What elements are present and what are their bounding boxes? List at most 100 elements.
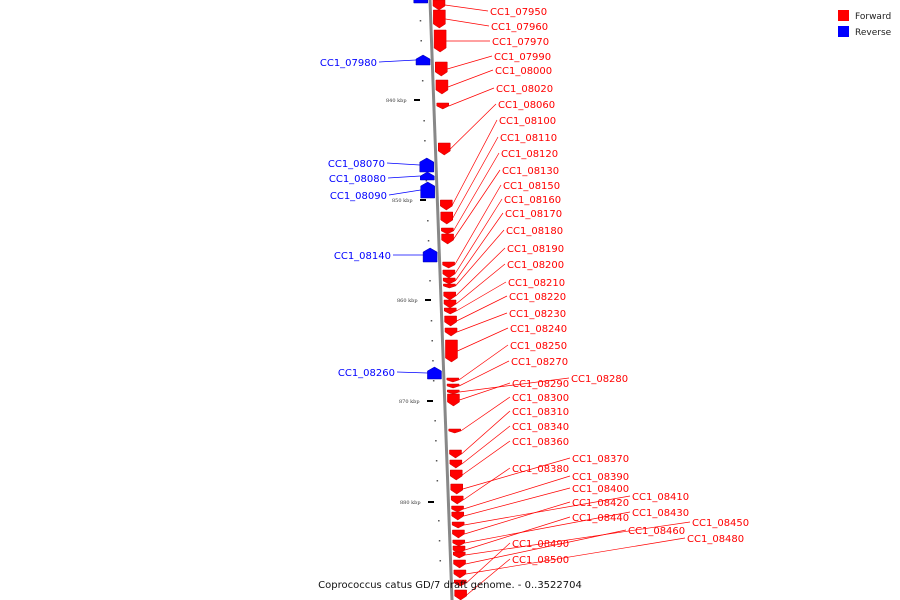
gene-label-cc1-08180[interactable]: CC1_08180: [506, 226, 563, 237]
gene-label-cc1-08270[interactable]: CC1_08270: [511, 357, 568, 368]
gene-feature-cc1-08200[interactable]: [443, 299, 457, 309]
gene-label-cc1-08290[interactable]: CC1_08290: [512, 379, 569, 390]
gene-feature-cc1-08120[interactable]: [441, 227, 454, 235]
gene-label-cc1-08220[interactable]: CC1_08220: [509, 292, 566, 303]
gene-label-cc1-07970[interactable]: CC1_07970: [492, 37, 549, 48]
gene-label-cc1-08070[interactable]: CC1_08070: [328, 159, 385, 170]
gene-feature-cc1-08110[interactable]: [440, 211, 454, 225]
gene-label-cc1-08380[interactable]: CC1_08380: [512, 464, 569, 475]
gene-label-cc1-08500[interactable]: CC1_08500: [512, 555, 569, 566]
gene-feature-cc1-08080[interactable]: [420, 171, 435, 181]
gene-feature-cc1-08340[interactable]: [449, 459, 463, 469]
gene-label-cc1-08280[interactable]: CC1_08280: [571, 374, 628, 385]
gene-feature-cc1-08150[interactable]: [442, 261, 455, 269]
gene-label-cc1-08360[interactable]: CC1_08360: [512, 437, 569, 448]
gene-feature-cc1-08250[interactable]: [446, 377, 460, 383]
gene-feature-cc1-08210[interactable]: [444, 307, 457, 315]
gene-feature-cc1-08090[interactable]: [420, 181, 435, 199]
gene-feature-cc1-08220[interactable]: [444, 315, 457, 327]
gene-label-cc1-08230[interactable]: CC1_08230: [509, 309, 566, 320]
gene-feature-cc1-08410[interactable]: [451, 521, 465, 529]
gene-feature-cc1-08000[interactable]: [435, 79, 449, 95]
gene-label-cc1-08110[interactable]: CC1_08110: [500, 133, 557, 144]
leader-line: [462, 467, 511, 501]
gene-feature-cc1-08400[interactable]: [451, 511, 465, 521]
gene-label-cc1-08460[interactable]: CC1_08460: [628, 526, 685, 537]
gene-label-cc1-07980[interactable]: CC1_07980: [320, 58, 377, 69]
gene-feature-cc1-08100[interactable]: [440, 199, 453, 211]
gene-feature-cc1-08280[interactable]: [447, 389, 460, 395]
gene-feature-cc1-08290[interactable]: [447, 393, 460, 407]
gene-feature-cc1-08360[interactable]: [449, 469, 463, 481]
gene-feature-cc1-08060[interactable]: [437, 142, 451, 156]
gene-feature-cc1-08480[interactable]: [453, 569, 467, 579]
gene-feature-cc1-08190[interactable]: [443, 291, 456, 301]
gene-label-cc1-08190[interactable]: CC1_08190: [507, 244, 564, 255]
gene-feature-cc1-08240[interactable]: [445, 339, 458, 363]
gene-feature-cc1-08230[interactable]: [444, 327, 458, 337]
gene-label-cc1-08390[interactable]: CC1_08390: [572, 472, 629, 483]
gene-feature-cc1-08020[interactable]: [436, 102, 450, 110]
gene-feature-cc1-08160[interactable]: [442, 269, 456, 279]
gene-label-cc1-08130[interactable]: CC1_08130: [502, 166, 559, 177]
gene-feature-cc1-08130[interactable]: [441, 233, 454, 245]
gene-label-cc1-08150[interactable]: CC1_08150: [503, 181, 560, 192]
gene-feature-cc1-08310[interactable]: [449, 449, 462, 459]
gene-feature-cc1-08070[interactable]: [419, 157, 435, 173]
gene-feature-cc1-08170[interactable]: [442, 277, 456, 285]
gene-feature-cc1-08390[interactable]: [451, 505, 464, 513]
leader-line: [447, 69, 494, 88]
gene-label-cc1-08340[interactable]: CC1_08340: [512, 422, 569, 433]
gene-feature-top-partial[interactable]: [413, 0, 429, 4]
gene-label-cc1-08140[interactable]: CC1_08140: [334, 251, 391, 262]
gene-feature-cc1-07980[interactable]: [415, 54, 431, 66]
gene-label-cc1-08430[interactable]: CC1_08430: [632, 508, 689, 519]
gene-label-cc1-08420[interactable]: CC1_08420: [572, 498, 629, 509]
gene-feature-cc1-08450[interactable]: [452, 551, 466, 559]
gene-feature-cc1-08430[interactable]: [452, 539, 466, 547]
gene-feature-cc1-08180[interactable]: [443, 283, 456, 289]
gene-label-cc1-08300[interactable]: CC1_08300: [512, 393, 569, 404]
gene-label-cc1-08310[interactable]: CC1_08310: [512, 407, 569, 418]
gene-feature-cc1-07990[interactable]: [435, 61, 448, 77]
gene-feature-cc1-08490[interactable]: [454, 579, 467, 587]
gene-label-cc1-08170[interactable]: CC1_08170: [505, 209, 562, 220]
gene-label-cc1-08450[interactable]: CC1_08450: [692, 518, 749, 529]
gene-label-cc1-08370[interactable]: CC1_08370: [572, 454, 629, 465]
gene-label-cc1-08160[interactable]: CC1_08160: [504, 195, 561, 206]
gene-label-cc1-08480[interactable]: CC1_08480: [687, 534, 744, 545]
gene-feature-cc1-08460[interactable]: [453, 559, 466, 569]
gene-feature-cc1-07970[interactable]: [433, 29, 447, 53]
gene-label-cc1-08060[interactable]: CC1_08060: [498, 100, 555, 111]
gene-label-cc1-08240[interactable]: CC1_08240: [510, 324, 567, 335]
gene-feature-cc1-08500[interactable]: [454, 589, 467, 600]
gene-label-cc1-08210[interactable]: CC1_08210: [508, 278, 565, 289]
gene-label-cc1-07960[interactable]: CC1_07960: [491, 22, 548, 33]
leader-line: [462, 457, 571, 490]
gene-label-cc1-08000[interactable]: CC1_08000: [495, 66, 552, 77]
gene-feature-cc1-08270[interactable]: [446, 383, 460, 389]
gene-label-cc1-08200[interactable]: CC1_08200: [507, 260, 564, 271]
gene-label-cc1-08260[interactable]: CC1_08260: [338, 368, 395, 379]
gene-feature-cc1-07960[interactable]: [433, 9, 446, 29]
gene-label-cc1-08090[interactable]: CC1_08090: [330, 191, 387, 202]
gene-label-cc1-08120[interactable]: CC1_08120: [501, 149, 558, 160]
gene-label-cc1-08250[interactable]: CC1_08250: [510, 341, 567, 352]
gene-feature-cc1-08370[interactable]: [450, 483, 463, 495]
gene-feature-cc1-08300[interactable]: [448, 428, 461, 434]
gene-feature-cc1-08260[interactable]: [427, 366, 442, 380]
gene-feature-cc1-08380[interactable]: [450, 495, 464, 505]
gene-label-cc1-07950[interactable]: CC1_07950: [490, 7, 547, 18]
gene-feature-cc1-08420[interactable]: [452, 529, 465, 539]
gene-feature-cc1-08140[interactable]: [422, 247, 438, 263]
gene-label-cc1-08400[interactable]: CC1_08400: [572, 484, 629, 495]
gene-label-cc1-08440[interactable]: CC1_08440: [572, 513, 629, 524]
gene-label-cc1-08490[interactable]: CC1_08490: [512, 539, 569, 550]
gene-label-cc1-08100[interactable]: CC1_08100: [499, 116, 556, 127]
gene-label-cc1-08410[interactable]: CC1_08410: [632, 492, 689, 503]
gene-feature-cc1-07950[interactable]: [432, 0, 446, 11]
gene-label-cc1-08080[interactable]: CC1_08080: [329, 174, 386, 185]
gene-label-cc1-07990[interactable]: CC1_07990: [494, 52, 551, 63]
gene-label-cc1-08020[interactable]: CC1_08020: [496, 84, 553, 95]
